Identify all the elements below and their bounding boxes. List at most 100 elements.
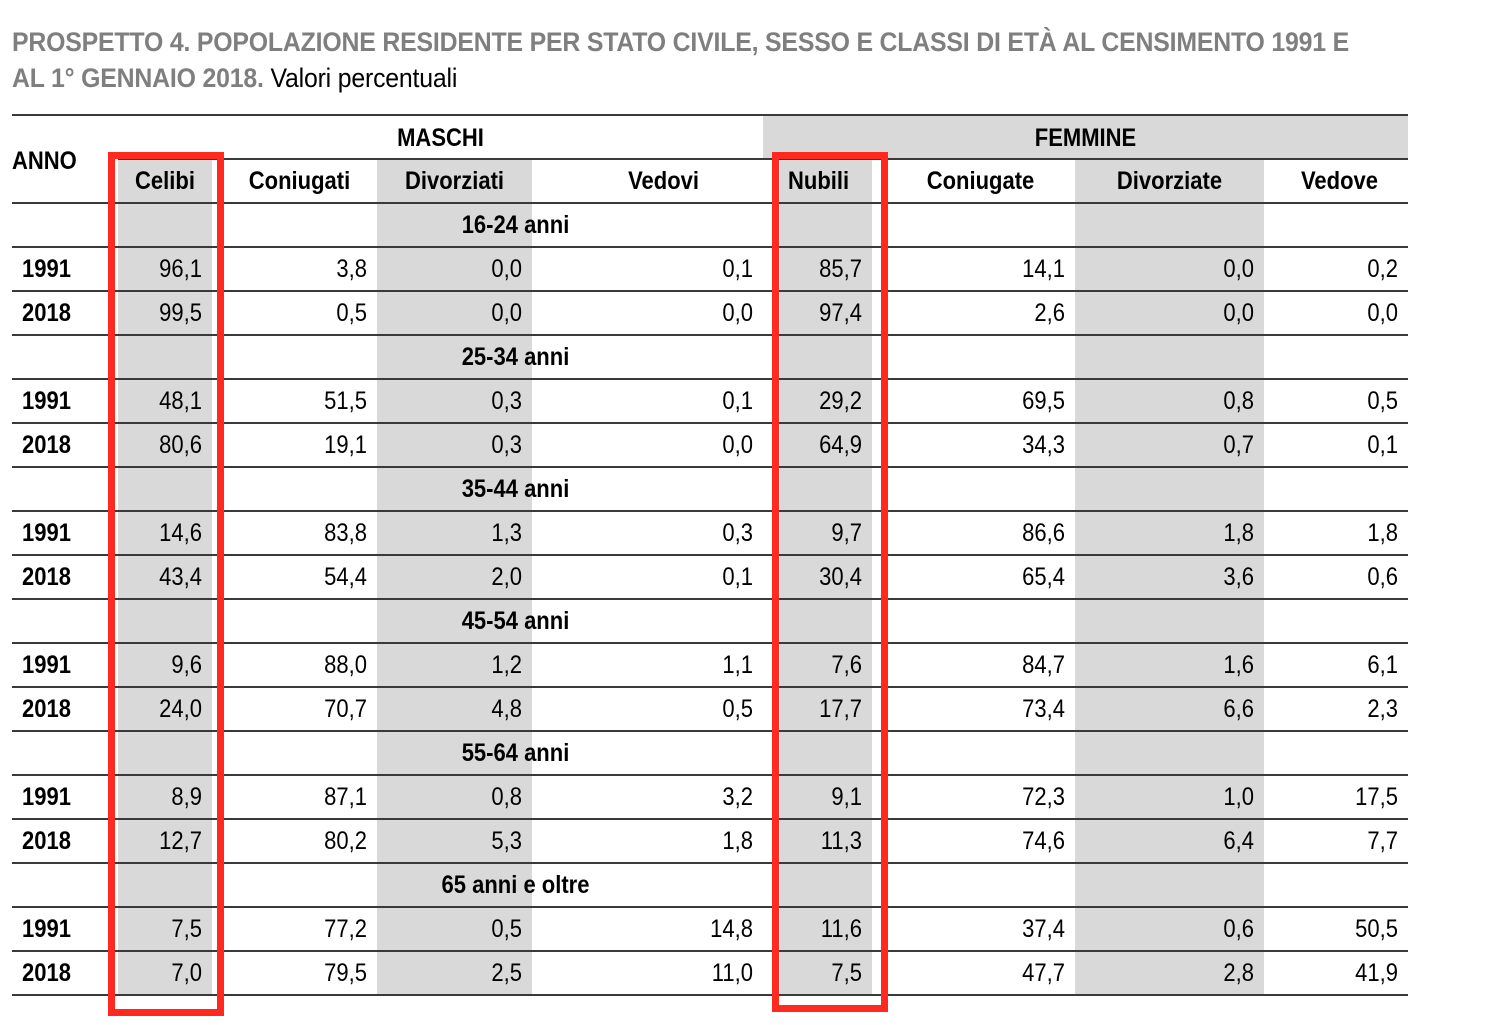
- title-subtitle: Valori percentuali: [263, 63, 458, 93]
- value-celibi: 9,6: [171, 651, 202, 679]
- value-coniugate: 2,6: [1034, 299, 1065, 327]
- value-vedovi: 11,0: [711, 959, 753, 987]
- row-rule: [12, 774, 1408, 776]
- value-vedove: 0,5: [1367, 387, 1398, 415]
- value-divorziate: 1,6: [1223, 651, 1254, 679]
- value-divorziati: 4,8: [491, 695, 522, 723]
- value-nubili: 7,6: [831, 651, 862, 679]
- top-rule: [12, 114, 1408, 116]
- value-nubili: 11,6: [820, 915, 862, 943]
- value-celibi: 12,7: [159, 827, 202, 855]
- value-vedovi: 0,1: [722, 387, 753, 415]
- value-divorziate: 6,4: [1223, 827, 1254, 855]
- row-rule: [12, 334, 1408, 336]
- value-divorziati: 5,3: [491, 827, 522, 855]
- value-celibi: 48,1: [159, 387, 202, 415]
- value-divorziati: 0,8: [491, 783, 522, 811]
- value-celibi: 24,0: [159, 695, 202, 723]
- value-coniugate: 65,4: [1022, 563, 1065, 591]
- year-label: 2018: [22, 959, 71, 987]
- value-coniugati: 83,8: [324, 519, 367, 547]
- year-label: 2018: [22, 695, 71, 723]
- value-celibi: 8,9: [171, 783, 202, 811]
- value-coniugate: 69,5: [1022, 387, 1065, 415]
- value-vedovi: 1,8: [722, 827, 753, 855]
- value-coniugati: 79,5: [324, 959, 367, 987]
- value-nubili: 9,1: [831, 783, 862, 811]
- value-vedovi: 1,1: [722, 651, 753, 679]
- value-vedovi: 14,8: [710, 915, 753, 943]
- value-divorziate: 0,7: [1223, 431, 1254, 459]
- shaded-column-divorziati: [377, 158, 532, 995]
- column-header-vedovi: Vedovi: [628, 167, 699, 195]
- age-class-label: 65 anni e oltre: [441, 871, 590, 899]
- value-coniugate: 14,1: [1022, 255, 1065, 283]
- shaded-column-divorziate: [1075, 158, 1264, 995]
- year-label: 1991: [22, 651, 71, 679]
- value-vedove: 7,7: [1367, 827, 1398, 855]
- year-label: 2018: [22, 431, 71, 459]
- value-vedovi: 0,1: [722, 255, 753, 283]
- value-vedovi: 3,2: [722, 783, 753, 811]
- value-vedove: 41,9: [1355, 959, 1398, 987]
- column-header-divorziate: Divorziate: [1116, 167, 1223, 195]
- value-coniugate: 47,7: [1022, 959, 1065, 987]
- value-vedove: 2,3: [1367, 695, 1398, 723]
- value-coniugati: 3,8: [336, 255, 367, 283]
- value-celibi: 7,0: [171, 959, 202, 987]
- column-header-divorziati: Divorziati: [404, 167, 505, 195]
- value-coniugati: 77,2: [324, 915, 367, 943]
- value-nubili: 17,7: [819, 695, 862, 723]
- value-vedovi: 0,0: [722, 299, 753, 327]
- age-class-label: 25-34 anni: [461, 343, 570, 371]
- femmine-group-header: FEMMINE: [1034, 124, 1137, 152]
- year-label: 1991: [22, 387, 71, 415]
- row-rule: [12, 818, 1408, 820]
- value-nubili: 11,3: [820, 827, 862, 855]
- row-rule: [12, 510, 1408, 512]
- value-celibi: 99,5: [159, 299, 202, 327]
- age-class-label: 16-24 anni: [461, 211, 570, 239]
- value-coniugati: 19,1: [324, 431, 367, 459]
- value-vedove: 0,2: [1367, 255, 1398, 283]
- age-class-label: 35-44 anni: [461, 475, 570, 503]
- row-rule: [12, 554, 1408, 556]
- value-coniugate: 74,6: [1022, 827, 1065, 855]
- row-rule: [12, 290, 1408, 292]
- value-celibi: 14,6: [159, 519, 202, 547]
- value-vedove: 0,6: [1367, 563, 1398, 591]
- value-divorziate: 1,0: [1223, 783, 1254, 811]
- row-rule: [12, 642, 1408, 644]
- row-rule: [12, 950, 1408, 952]
- value-nubili: 30,4: [819, 563, 862, 591]
- value-divorziate: 1,8: [1223, 519, 1254, 547]
- year-label: 1991: [22, 255, 71, 283]
- column-header-celibi: Celibi: [135, 167, 195, 195]
- table-title: PROSPETTO 4. POPOLAZIONE RESIDENTE PER S…: [12, 24, 1364, 96]
- row-rule: [12, 378, 1408, 380]
- value-divorziati: 1,2: [491, 651, 522, 679]
- age-class-label: 55-64 anni: [461, 739, 570, 767]
- column-header-coniugate: Coniugate: [926, 167, 1035, 195]
- value-nubili: 9,7: [831, 519, 862, 547]
- value-coniugate: 73,4: [1022, 695, 1065, 723]
- value-vedove: 0,0: [1367, 299, 1398, 327]
- value-coniugate: 86,6: [1022, 519, 1065, 547]
- row-rule: [12, 906, 1408, 908]
- maschi-group-header: MASCHI: [397, 124, 484, 152]
- value-coniugate: 84,7: [1022, 651, 1065, 679]
- value-vedove: 50,5: [1355, 915, 1398, 943]
- value-coniugati: 87,1: [324, 783, 367, 811]
- column-header-nubili: Nubili: [788, 167, 850, 195]
- value-coniugati: 70,7: [324, 695, 367, 723]
- value-coniugate: 37,4: [1022, 915, 1065, 943]
- value-vedove: 0,1: [1367, 431, 1398, 459]
- year-label: 1991: [22, 915, 71, 943]
- shaded-column-celibi: [118, 158, 212, 995]
- value-divorziate: 0,6: [1223, 915, 1254, 943]
- value-vedovi: 0,3: [722, 519, 753, 547]
- row-rule: [12, 862, 1408, 864]
- value-celibi: 96,1: [159, 255, 202, 283]
- value-nubili: 7,5: [831, 959, 862, 987]
- value-divorziati: 1,3: [491, 519, 522, 547]
